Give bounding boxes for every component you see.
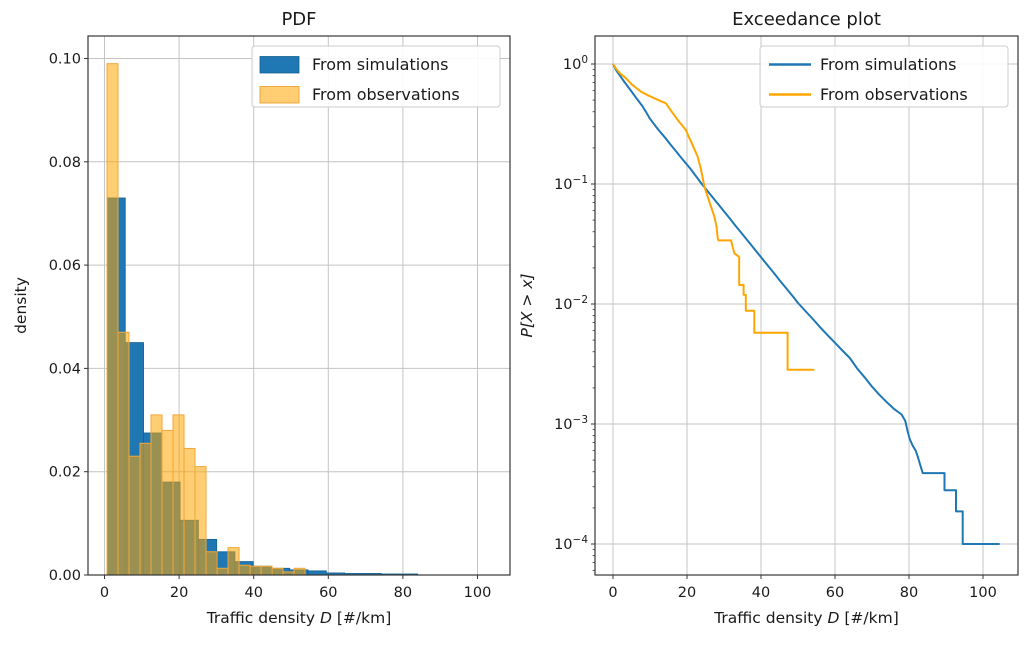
sim-bar [307, 570, 327, 576]
obs-bar [150, 414, 163, 576]
y-tick-label: 0.06 [49, 258, 81, 274]
x-tick-label: 60 [319, 585, 337, 601]
exceedance-panel: 0 20 40 60 80 100 100 10−1 10−2 10−3 10−4 Exceedanc… [518, 9, 1019, 627]
axes-frame [87, 35, 511, 576]
legend-box [251, 45, 501, 108]
obs-bar [117, 331, 130, 576]
y-axis-label: P[X > x] [518, 273, 536, 337]
y-tick-label: 10−3 [554, 414, 588, 433]
obs-bar [271, 567, 284, 576]
y-tick-label: 10−4 [554, 534, 588, 553]
x-tick-label: 100 [969, 585, 997, 601]
obs-bar [106, 63, 119, 576]
x-tick-label: 80 [900, 585, 918, 601]
obs-bar [183, 447, 196, 576]
plot-title: PDF [281, 9, 316, 30]
observations-histogram [106, 63, 306, 576]
obs-bar [161, 429, 174, 576]
legend-label: From simulations [820, 55, 956, 74]
observations-line [612, 63, 815, 371]
legend-swatch-simulations [259, 56, 300, 74]
legend-label: From observations [312, 85, 460, 104]
x-tick-label: 100 [464, 585, 492, 601]
obs-bar [216, 567, 229, 576]
y-tick-label: 100 [563, 54, 588, 73]
x-tick-label: 20 [678, 585, 696, 601]
legend: From simulations From observations [759, 45, 1009, 108]
x-tick-label: 20 [170, 585, 188, 601]
simulations-line [612, 63, 1000, 545]
legend-label: From simulations [312, 55, 448, 74]
obs-bar [205, 551, 218, 576]
x-tick-label: 0 [100, 585, 109, 601]
obs-bar [238, 564, 251, 576]
pdf-panel: 0 20 40 60 80 100 0.00 0.02 0.04 0.06 0.08 0.10 PDF T… [12, 9, 511, 627]
obs-bar [227, 547, 240, 576]
x-axis-label: Traffic density D [#/km] [713, 609, 899, 627]
obs-bar [260, 565, 273, 576]
obs-bar [172, 414, 185, 576]
obs-bar [194, 466, 207, 576]
y-tick-label: 10−1 [554, 174, 588, 193]
y-tick-label: 0.10 [49, 52, 81, 68]
x-tick-label: 0 [608, 585, 617, 601]
legend-swatch-observations [259, 86, 300, 104]
x-tick-label: 80 [394, 585, 412, 601]
obs-bar [293, 567, 306, 576]
x-tick-label: 40 [244, 585, 262, 601]
y-tick-label: 10−2 [554, 294, 588, 313]
x-tick-label: 40 [752, 585, 770, 601]
legend-label: From observations [820, 85, 968, 104]
y-tick-label: 0.08 [49, 155, 81, 171]
y-axis-label: density [12, 277, 30, 334]
y-tick-label: 0.04 [49, 361, 81, 377]
y-tick-label: 0.00 [49, 568, 81, 584]
legend-box [759, 45, 1009, 108]
obs-bar [249, 565, 262, 576]
axes-frame [594, 35, 1019, 576]
legend: From simulations From observations [251, 45, 501, 108]
x-axis-label: Traffic density D [#/km] [206, 609, 392, 627]
y-tick-label: 0.02 [49, 465, 81, 481]
plot-title: Exceedance plot [732, 9, 881, 30]
obs-bar [128, 455, 141, 576]
x-tick-label: 60 [826, 585, 844, 601]
obs-bar [139, 442, 152, 576]
